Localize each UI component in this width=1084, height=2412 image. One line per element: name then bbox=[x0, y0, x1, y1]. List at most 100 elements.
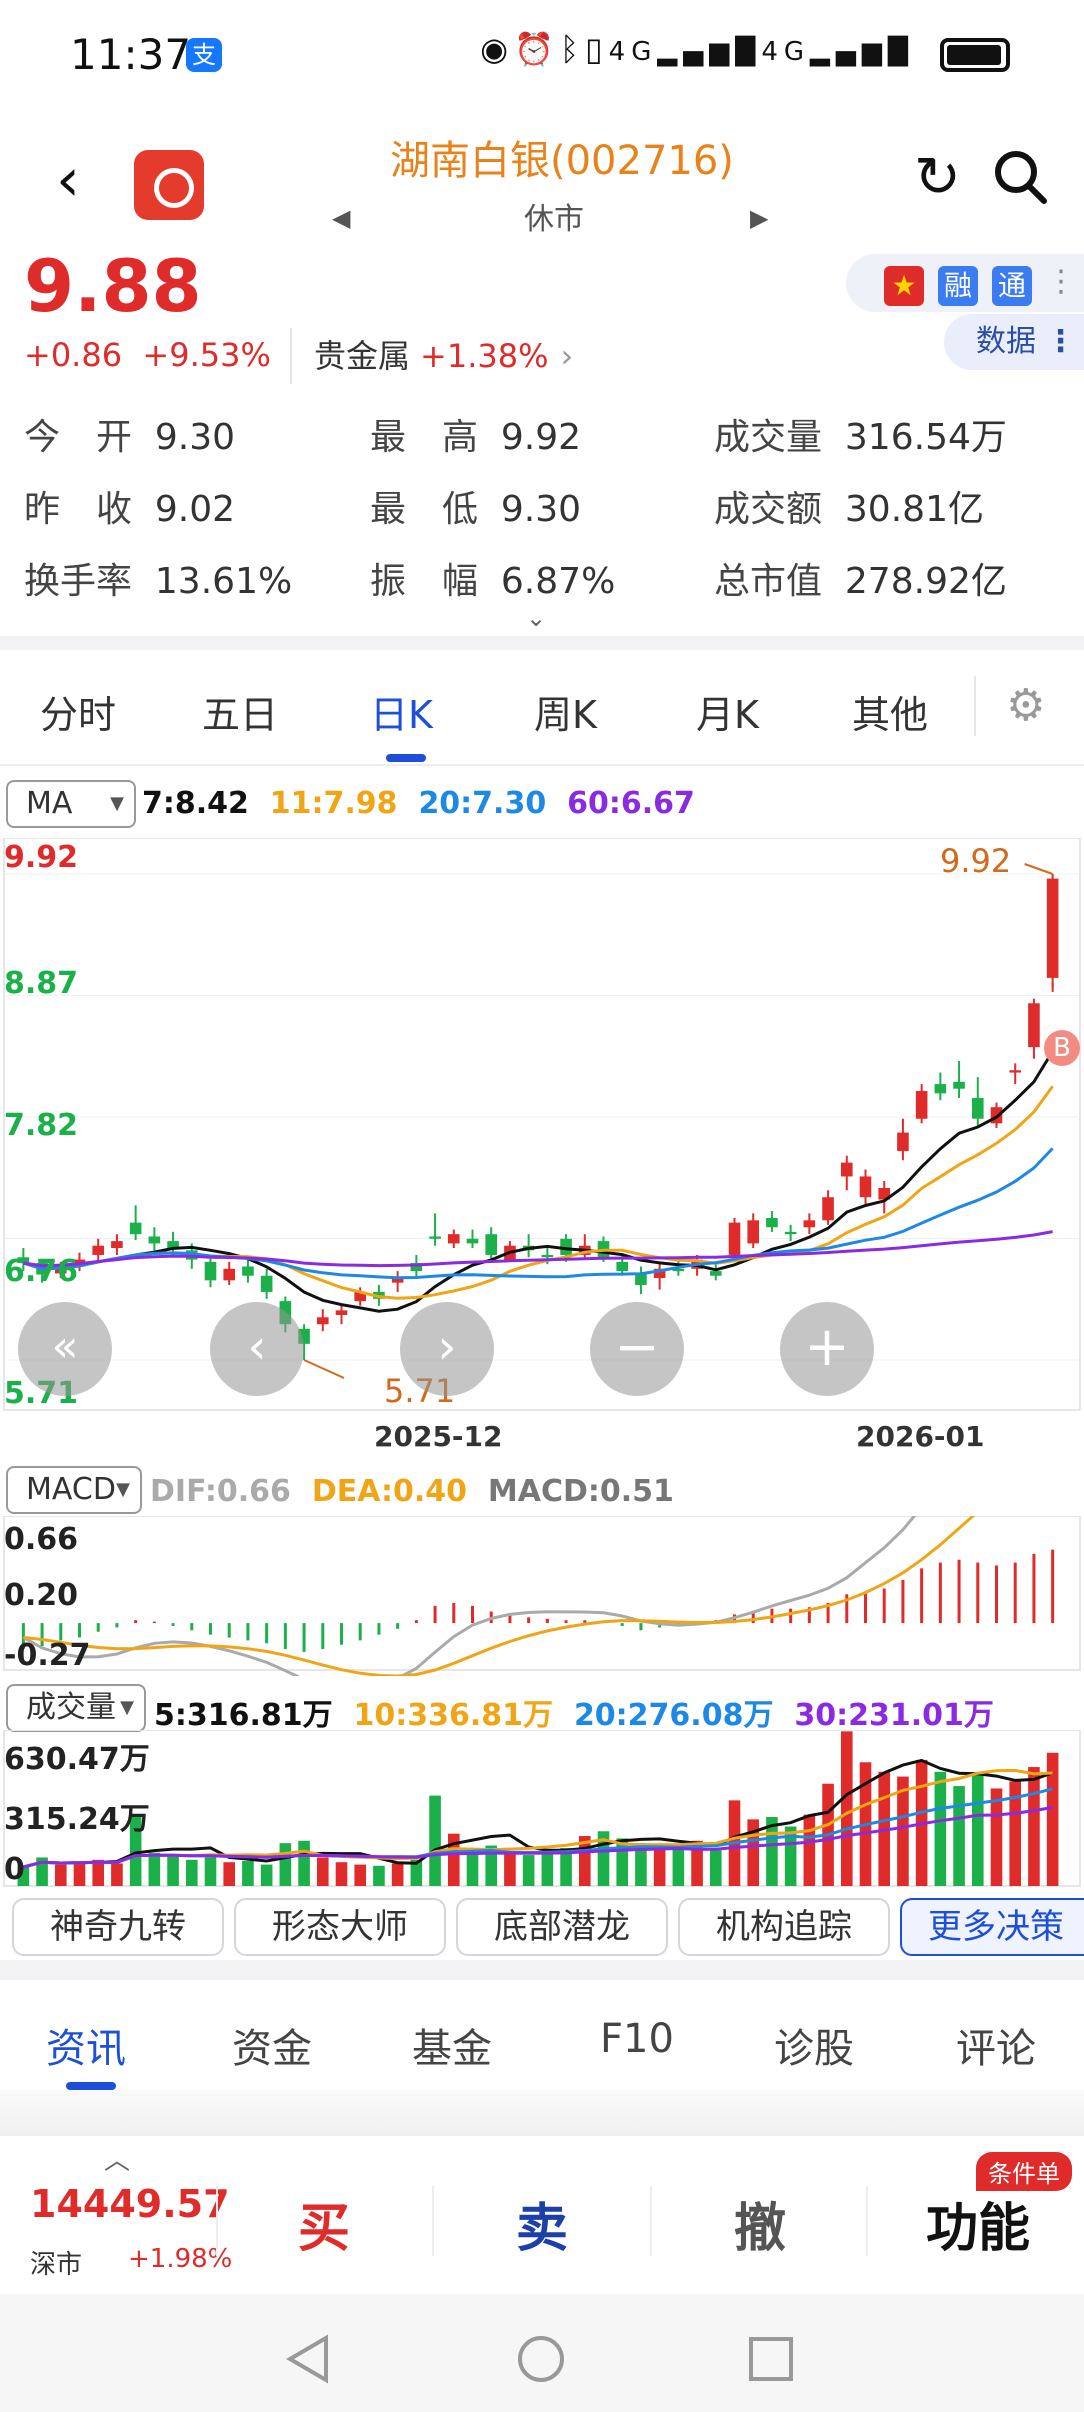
tab-weekly-k[interactable]: 周K bbox=[534, 693, 597, 737]
chip-institution-tracking[interactable]: 机构追踪 bbox=[678, 1898, 890, 1956]
scroll-left-icon[interactable]: ‹ bbox=[210, 1302, 304, 1396]
data-button[interactable]: 数据 ⋮ bbox=[944, 314, 1084, 370]
macd-selector[interactable]: MACD ▼ bbox=[6, 1466, 142, 1514]
indicator-shortcuts: 神奇九转 形态大师 底部潜龙 机构追踪 更多决策 bbox=[0, 1896, 1084, 1966]
candle-body bbox=[635, 1273, 647, 1285]
volume-axis-label: 0 bbox=[4, 1852, 25, 1887]
volume-bar bbox=[709, 1850, 722, 1886]
macd-frame bbox=[3, 1516, 1081, 1671]
chip-more-decisions[interactable]: 更多决策 bbox=[900, 1898, 1084, 1956]
tab-news[interactable]: 资讯 bbox=[46, 2026, 126, 2072]
chevron-up-icon[interactable]: ︿ bbox=[104, 2146, 131, 2176]
zoom-out-icon[interactable]: − bbox=[590, 1302, 684, 1396]
ma7-value: 7:8.42 bbox=[142, 786, 249, 821]
nav-back-icon[interactable] bbox=[286, 2334, 330, 2384]
tab-intraday[interactable]: 分时 bbox=[40, 693, 117, 737]
candle-body bbox=[934, 1084, 947, 1094]
ma-legend: 7:8.42 11:7.98 20:7.30 60:6.67 bbox=[142, 786, 695, 821]
volume-bar bbox=[466, 1847, 479, 1886]
scroll-right-icon[interactable]: › bbox=[400, 1302, 494, 1396]
alarm-icon: ⏰ bbox=[514, 30, 560, 68]
price-axis-label: 9.92 bbox=[4, 840, 79, 875]
china-flag-icon: ★ bbox=[884, 266, 924, 306]
tab-capital[interactable]: 资金 bbox=[232, 2026, 312, 2072]
vol5-value: 5:316.81万 bbox=[154, 1698, 333, 1733]
search-icon[interactable] bbox=[992, 146, 1048, 206]
candle-body bbox=[223, 1268, 236, 1281]
volume-bar bbox=[1009, 1781, 1022, 1886]
active-tab-indicator bbox=[386, 754, 426, 762]
nav-home-icon[interactable] bbox=[516, 2334, 566, 2384]
volume-bar bbox=[803, 1814, 816, 1886]
stat-amplitude: 振 幅 6.87% bbox=[370, 552, 615, 604]
ma-selector[interactable]: MA ▼ bbox=[6, 780, 136, 828]
function-button[interactable]: 功能 bbox=[926, 2199, 1031, 2259]
volume-bar bbox=[616, 1838, 629, 1886]
tab-monthly-k[interactable]: 月K bbox=[696, 693, 759, 737]
chip-bottom-dragon[interactable]: 底部潜龙 bbox=[456, 1898, 668, 1956]
tab-daily-k[interactable]: 日K bbox=[370, 693, 433, 737]
max-price-label: 9.92 bbox=[940, 842, 1012, 880]
chip-pattern-master[interactable]: 形态大师 bbox=[234, 1898, 446, 1956]
vol30-value: 30:231.01万 bbox=[794, 1698, 994, 1733]
scroll-start-icon[interactable]: « bbox=[18, 1302, 112, 1396]
candle-body bbox=[653, 1268, 666, 1279]
tab-comments[interactable]: 评论 bbox=[956, 2026, 1036, 2072]
candle-body bbox=[953, 1081, 965, 1089]
volume-bar bbox=[36, 1857, 48, 1886]
condition-order-badge[interactable]: 条件单 bbox=[976, 2152, 1072, 2191]
ma-selector-label: MA bbox=[26, 786, 73, 821]
buy-button[interactable]: 买 bbox=[298, 2199, 351, 2259]
broker-logo-icon[interactable] bbox=[134, 150, 204, 220]
cancel-order-button[interactable]: 撤 bbox=[734, 2199, 787, 2259]
candlestick-chart[interactable] bbox=[0, 838, 1084, 1458]
price-axis-label: 8.87 bbox=[4, 966, 79, 1001]
stock-badges: ★ 融 通 ⋮ bbox=[846, 254, 1084, 312]
next-stock-icon[interactable]: ▶ bbox=[750, 204, 769, 232]
candle-body bbox=[391, 1278, 404, 1283]
expand-chevron-icon[interactable]: ⌄ bbox=[526, 604, 547, 632]
macd-axis-label: -0.27 bbox=[4, 1638, 91, 1673]
candle-body bbox=[129, 1222, 142, 1235]
gear-icon[interactable]: ⚙ bbox=[1006, 680, 1046, 731]
candle-body bbox=[316, 1317, 329, 1325]
caret-down-icon: ▼ bbox=[120, 1697, 134, 1718]
chart-frame bbox=[3, 838, 1081, 1411]
tab-other[interactable]: 其他 bbox=[852, 693, 929, 737]
candle-body bbox=[859, 1176, 872, 1198]
candle-body bbox=[822, 1197, 834, 1221]
macd-selector-label: MACD bbox=[26, 1472, 116, 1507]
stat-label: 换手率 bbox=[24, 561, 133, 602]
index-value[interactable]: 14449.57 bbox=[30, 2182, 230, 2226]
tab-five-day[interactable]: 五日 bbox=[202, 693, 279, 737]
stat-label: 今 开 bbox=[24, 417, 133, 458]
volume-bar bbox=[429, 1795, 441, 1886]
vibrate-icon: ▯ bbox=[585, 30, 609, 68]
volume-bar bbox=[766, 1817, 778, 1886]
sector-link[interactable]: 贵金属 +1.38% › bbox=[290, 328, 573, 384]
candle-body bbox=[616, 1261, 629, 1272]
nav-recents-icon[interactable] bbox=[748, 2336, 794, 2382]
data-button-label: 数据 bbox=[976, 324, 1036, 359]
volume-bar bbox=[54, 1864, 67, 1886]
sell-button[interactable]: 卖 bbox=[516, 2199, 569, 2259]
tab-diagnosis[interactable]: 诊股 bbox=[774, 2026, 854, 2072]
refresh-icon[interactable]: ↻ bbox=[914, 145, 961, 210]
chip-nine-turn[interactable]: 神奇九转 bbox=[12, 1898, 224, 1956]
candle-body bbox=[728, 1222, 741, 1255]
volume-bar bbox=[653, 1845, 666, 1886]
stat-market-cap: 总市值 278.92亿 bbox=[714, 552, 1007, 604]
divider bbox=[216, 2186, 218, 2256]
tab-fund[interactable]: 基金 bbox=[412, 2026, 492, 2072]
margin-badge[interactable]: 融 bbox=[938, 266, 978, 306]
zoom-in-icon[interactable]: + bbox=[780, 1302, 874, 1396]
prev-stock-icon[interactable]: ◀ bbox=[332, 204, 351, 232]
tab-f10[interactable]: F10 bbox=[600, 2016, 674, 2062]
volume-selector[interactable]: 成交量 ▼ bbox=[6, 1684, 146, 1732]
candle-body bbox=[447, 1234, 460, 1244]
back-icon[interactable]: ‹ bbox=[56, 145, 80, 215]
connect-badge[interactable]: 通 bbox=[992, 266, 1032, 306]
divider bbox=[0, 1960, 1084, 1980]
volume-bar bbox=[73, 1862, 86, 1886]
more-dots-icon[interactable]: ⋮ bbox=[1046, 264, 1076, 299]
